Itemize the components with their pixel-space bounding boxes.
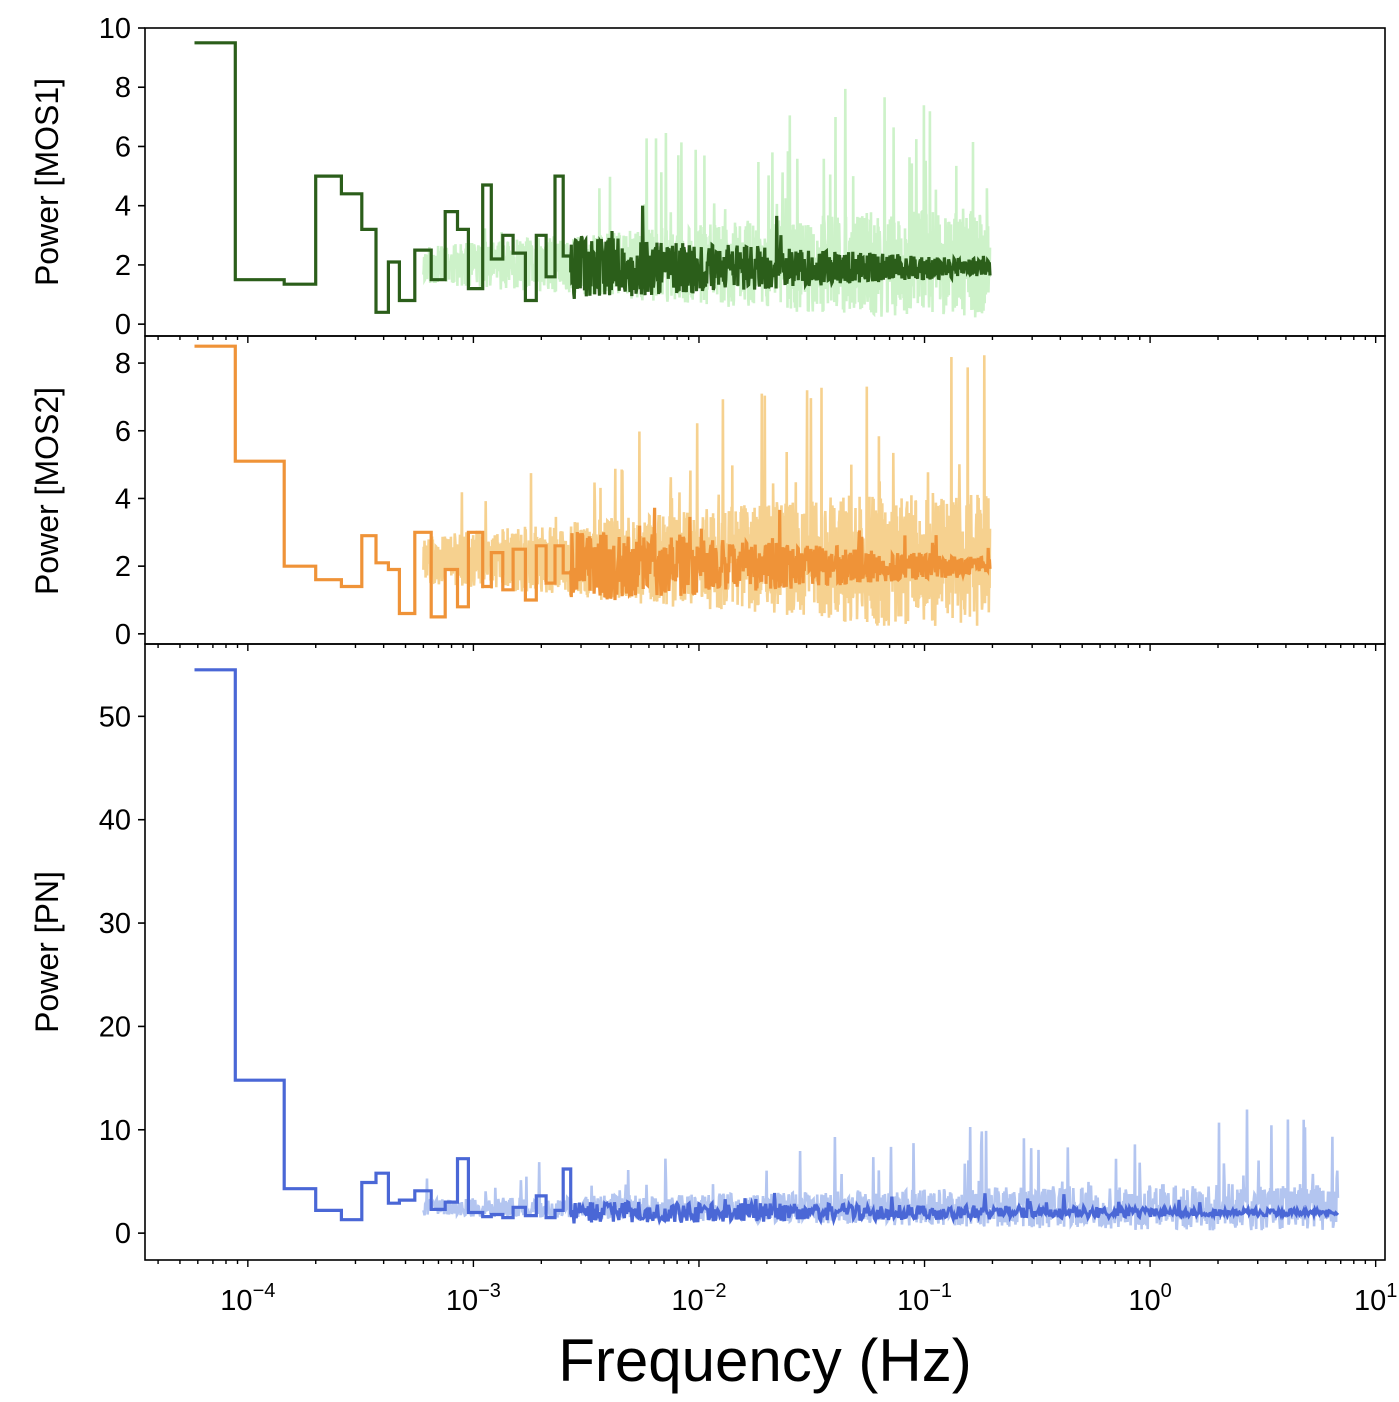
x-tick-label: 10−3 [446,1280,501,1317]
y-tick-label: 0 [115,619,131,651]
mos1-y-axis-label: Power [MOS1] [29,78,65,286]
mos2-panel: 0 2 4 6 8 [115,335,1386,651]
unbinned-power-series [422,355,992,626]
plot-area [194,344,992,626]
y-tick-label: 0 [115,309,131,341]
x-tick-label: 100 [1128,1280,1171,1317]
x-axis-label: Frequency (Hz) [558,1327,971,1394]
pn-y-axis-label: Power [PN] [29,871,65,1033]
y-tick-label: 50 [99,701,131,733]
pn-panel: 0 10 20 30 40 50 10−4 10−3 10−2 10−1 100 101 [99,643,1397,1317]
mos2-y-axis-label: Power [MOS2] [29,387,65,595]
y-tick-label: 30 [99,908,131,940]
y-tick-label: 4 [115,483,131,515]
y-tick-label: 20 [99,1011,131,1043]
y-tick-label: 8 [115,348,131,380]
rebinned-power-series [194,344,992,619]
y-tick-label: 2 [115,551,131,583]
y-tick-label: 40 [99,805,131,837]
plot-area [194,668,1340,1231]
axes-frame [144,643,1386,1261]
x-tick-label: 10−1 [897,1280,952,1317]
x-tick-label: 101 [1354,1280,1397,1317]
x-tick-label: 10−4 [220,1280,275,1317]
rebinned-power-series [194,41,992,314]
y-tick-label: 2 [115,250,131,282]
y-tick-label: 4 [115,191,131,223]
y-tick-label: 8 [115,72,131,104]
plot-area [194,41,992,318]
y-tick-label: 6 [115,416,131,448]
unbinned-power-series [422,88,992,318]
x-tick-label: 10−2 [671,1280,726,1317]
y-tick-label: 6 [115,131,131,163]
mos1-panel: 0 2 4 6 8 10 [99,13,1386,343]
y-tick-label: 10 [99,1115,131,1147]
y-tick-label: 10 [99,13,131,45]
y-tick-label: 0 [115,1218,131,1250]
rebinned-power-series [194,668,1340,1227]
